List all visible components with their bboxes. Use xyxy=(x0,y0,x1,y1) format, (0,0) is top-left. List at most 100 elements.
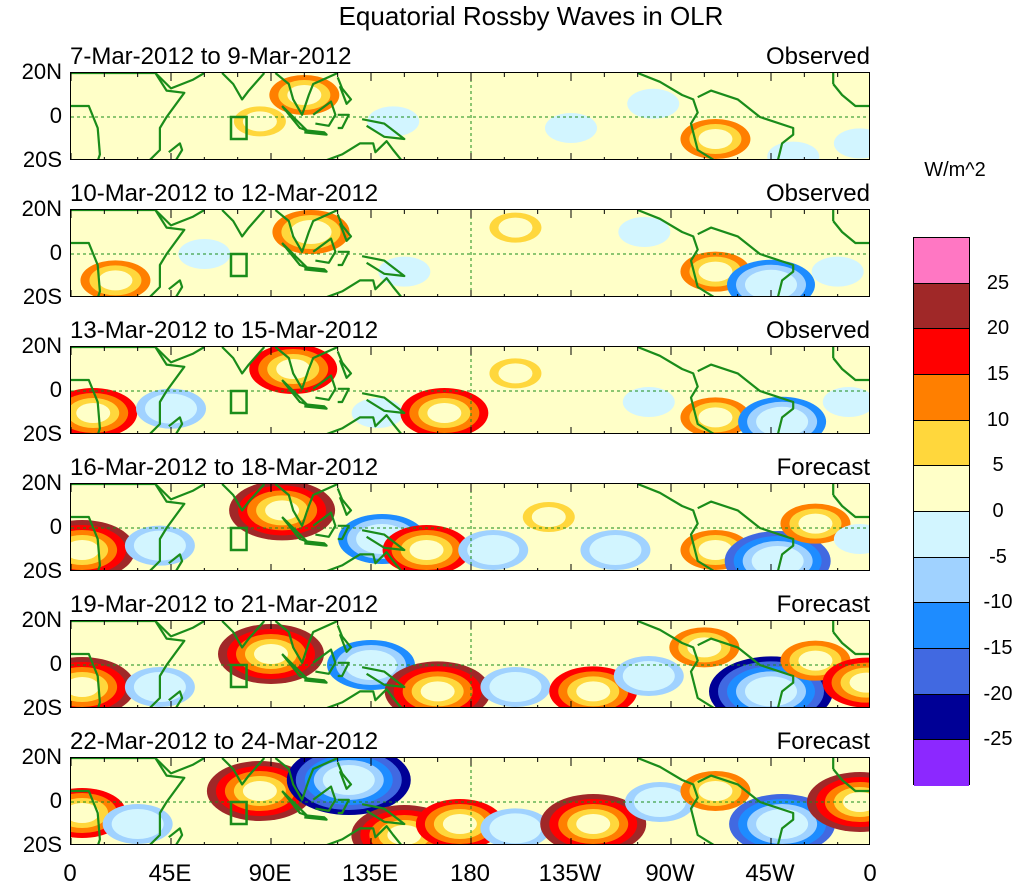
panel-status: Observed xyxy=(766,318,870,344)
panel-date-range: 7-Mar-2012 to 9-Mar-2012 xyxy=(70,44,351,70)
olr-anomaly-map xyxy=(70,72,870,160)
legend-swatch xyxy=(914,329,969,375)
anomaly-contour xyxy=(243,781,277,801)
anomaly-contour xyxy=(427,403,461,423)
anomaly-contour xyxy=(532,507,566,527)
latitude-label: 20S xyxy=(0,697,62,719)
anomaly-contour xyxy=(498,818,532,838)
longitude-label: 45W xyxy=(735,862,805,886)
map-svg xyxy=(71,73,870,160)
latitude-label: 0 xyxy=(0,790,62,812)
legend-swatch xyxy=(914,238,969,284)
latitude-label: 0 xyxy=(0,105,62,127)
anomaly-contour xyxy=(276,359,310,379)
anomaly-contour xyxy=(121,814,155,834)
panel-date-range: 19-Mar-2012 to 21-Mar-2012 xyxy=(70,592,378,618)
latitude-label: 20S xyxy=(0,423,62,445)
map-svg xyxy=(71,347,870,434)
anomaly-contour xyxy=(98,270,132,290)
anomaly-contour xyxy=(243,111,277,131)
olr-anomaly-map xyxy=(70,483,870,571)
panel-status: Forecast xyxy=(777,592,870,618)
olr-anomaly-map xyxy=(70,209,870,297)
legend-level-label: -25 xyxy=(975,729,1021,749)
latitude-label: 0 xyxy=(0,653,62,675)
anomaly-contour xyxy=(821,262,855,282)
legend-level-label: 20 xyxy=(975,318,1021,338)
longitude-label: 90E xyxy=(235,862,305,886)
legend-level-label: -5 xyxy=(975,547,1021,567)
legend-level-label: 0 xyxy=(975,501,1021,521)
anomaly-contour xyxy=(576,681,610,701)
legend-level-label: 10 xyxy=(975,410,1021,430)
legend-level-label: -10 xyxy=(975,592,1021,612)
legend-swatch xyxy=(914,603,969,649)
anomaly-contour xyxy=(698,781,732,801)
legend-swatch xyxy=(914,512,969,558)
latitude-label: 20N xyxy=(0,472,62,494)
latitude-label: 0 xyxy=(0,242,62,264)
anomaly-contour xyxy=(554,118,588,138)
latitude-label: 20N xyxy=(0,609,62,631)
map-svg xyxy=(71,484,870,571)
latitude-label: 20N xyxy=(0,198,62,220)
chart-title: Equatorial Rossby Waves in OLR xyxy=(0,0,1021,32)
anomaly-contour xyxy=(376,111,410,131)
anomaly-contour xyxy=(632,666,666,686)
legend-level-label: -20 xyxy=(975,684,1021,704)
panel-status: Observed xyxy=(766,44,870,70)
color-legend xyxy=(913,237,970,785)
anomaly-contour xyxy=(443,814,477,834)
panel-status: Forecast xyxy=(777,455,870,481)
longitude-label: 180 xyxy=(435,862,505,886)
legend-swatch xyxy=(914,558,969,604)
longitude-label: 135E xyxy=(335,862,405,886)
longitude-label: 0 xyxy=(35,862,105,886)
anomaly-contour xyxy=(636,94,670,114)
panel-date-range: 10-Mar-2012 to 12-Mar-2012 xyxy=(70,181,378,207)
panel-status: Observed xyxy=(766,181,870,207)
latitude-label: 20S xyxy=(0,149,62,171)
latitude-label: 20S xyxy=(0,834,62,856)
latitude-label: 20N xyxy=(0,746,62,768)
map-svg xyxy=(71,621,870,708)
anomaly-contour xyxy=(698,262,732,282)
anomaly-contour xyxy=(76,403,110,423)
anomaly-contour xyxy=(598,540,632,560)
panel-date-range: 16-Mar-2012 to 18-Mar-2012 xyxy=(70,455,378,481)
longitude-label: 90W xyxy=(635,862,705,886)
olr-anomaly-map xyxy=(70,620,870,708)
latitude-label: 20S xyxy=(0,560,62,582)
anomaly-contour xyxy=(498,218,532,238)
legend-swatch xyxy=(914,375,969,421)
legend-swatch xyxy=(914,740,969,786)
legend-level-label: 5 xyxy=(975,455,1021,475)
anomaly-contour xyxy=(576,814,610,834)
legend-swatch xyxy=(914,284,969,330)
latitude-label: 20N xyxy=(0,335,62,357)
longitude-label: 0 xyxy=(835,862,905,886)
map-svg xyxy=(71,210,870,297)
map-svg xyxy=(71,758,870,845)
anomaly-contour xyxy=(498,363,532,383)
anomaly-contour xyxy=(421,681,455,701)
anomaly-contour xyxy=(632,392,666,412)
anomaly-contour xyxy=(476,540,510,560)
anomaly-contour xyxy=(627,222,661,242)
longitude-label: 45E xyxy=(135,862,205,886)
legend-level-label: -15 xyxy=(975,638,1021,658)
anomaly-contour xyxy=(387,262,421,282)
legend-swatch xyxy=(914,421,969,467)
panel-date-range: 13-Mar-2012 to 15-Mar-2012 xyxy=(70,318,378,344)
legend-unit: W/m^2 xyxy=(905,159,1005,182)
legend-swatch xyxy=(914,649,969,695)
anomaly-contour xyxy=(832,392,866,412)
legend-swatch xyxy=(914,466,969,512)
olr-anomaly-map xyxy=(70,757,870,845)
anomaly-contour xyxy=(798,651,832,671)
latitude-label: 0 xyxy=(0,516,62,538)
panel-date-range: 22-Mar-2012 to 24-Mar-2012 xyxy=(70,729,378,755)
panel-status: Forecast xyxy=(777,729,870,755)
anomaly-contour xyxy=(498,677,532,697)
longitude-label: 135W xyxy=(535,862,605,886)
